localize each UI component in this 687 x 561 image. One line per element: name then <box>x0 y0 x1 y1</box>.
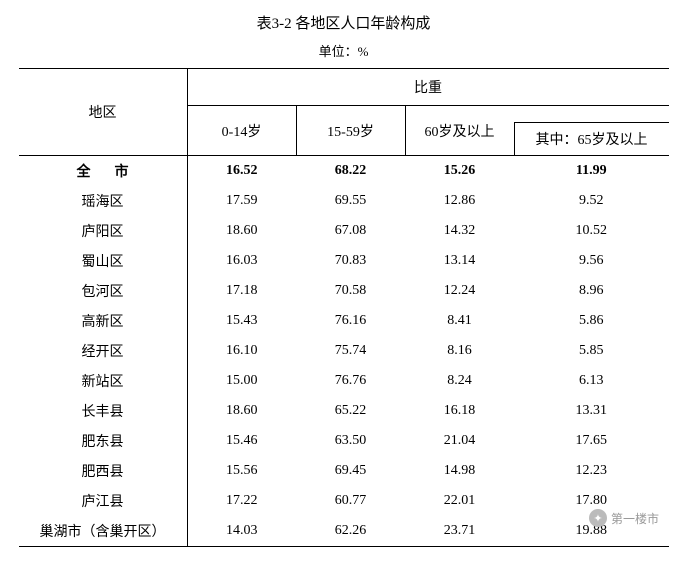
value-cell: 76.76 <box>296 366 405 396</box>
value-cell: 14.03 <box>187 516 296 547</box>
value-cell: 17.59 <box>187 186 296 216</box>
value-cell: 16.10 <box>187 336 296 366</box>
region-cell: 全市 <box>19 156 188 187</box>
watermark: ✦ 第一楼市 <box>589 509 659 527</box>
value-cell: 9.52 <box>514 186 669 216</box>
value-cell: 65.22 <box>296 396 405 426</box>
table-unit: 单位：% <box>0 41 687 60</box>
value-cell: 18.60 <box>187 216 296 246</box>
value-cell: 62.26 <box>296 516 405 547</box>
value-cell: 13.31 <box>514 396 669 426</box>
value-cell: 15.00 <box>187 366 296 396</box>
col-header-proportion: 比重 <box>187 69 669 106</box>
value-cell: 69.55 <box>296 186 405 216</box>
value-cell: 21.04 <box>405 426 514 456</box>
value-cell: 68.22 <box>296 156 405 187</box>
value-cell: 17.18 <box>187 276 296 306</box>
value-cell: 12.24 <box>405 276 514 306</box>
region-cell: 高新区 <box>19 306 188 336</box>
table-title: 表3-2 各地区人口年龄构成 <box>0 12 687 33</box>
col-header-0-14: 0-14岁 <box>187 106 296 156</box>
value-cell: 8.16 <box>405 336 514 366</box>
col-header-65plus: 其中：65岁及以上 <box>514 123 669 156</box>
value-cell: 67.08 <box>296 216 405 246</box>
value-cell: 70.58 <box>296 276 405 306</box>
value-cell: 8.41 <box>405 306 514 336</box>
value-cell: 6.13 <box>514 366 669 396</box>
value-cell: 63.50 <box>296 426 405 456</box>
value-cell: 15.43 <box>187 306 296 336</box>
value-cell: 8.24 <box>405 366 514 396</box>
value-cell: 15.46 <box>187 426 296 456</box>
value-cell: 10.52 <box>514 216 669 246</box>
value-cell: 16.18 <box>405 396 514 426</box>
col-header-region: 地区 <box>19 69 188 156</box>
value-cell: 5.85 <box>514 336 669 366</box>
value-cell: 13.14 <box>405 246 514 276</box>
region-cell: 肥西县 <box>19 456 188 486</box>
watermark-text: 第一楼市 <box>611 510 659 527</box>
value-cell: 16.03 <box>187 246 296 276</box>
value-cell: 69.45 <box>296 456 405 486</box>
value-cell: 17.22 <box>187 486 296 516</box>
value-cell: 14.32 <box>405 216 514 246</box>
wechat-icon: ✦ <box>589 509 607 527</box>
region-cell: 庐阳区 <box>19 216 188 246</box>
value-cell: 76.16 <box>296 306 405 336</box>
value-cell: 5.86 <box>514 306 669 336</box>
value-cell: 17.65 <box>514 426 669 456</box>
region-cell: 瑶海区 <box>19 186 188 216</box>
region-cell: 包河区 <box>19 276 188 306</box>
region-cell: 蜀山区 <box>19 246 188 276</box>
region-cell: 长丰县 <box>19 396 188 426</box>
col-header-60plus: 60岁及以上 <box>405 106 514 156</box>
value-cell: 11.99 <box>514 156 669 187</box>
age-composition-table: 地区 比重 0-14岁 15-59岁 60岁及以上 其中：65岁及以上 全市16… <box>19 68 669 547</box>
value-cell: 16.52 <box>187 156 296 187</box>
region-cell: 巢湖市（含巢开区） <box>19 516 188 547</box>
region-cell: 经开区 <box>19 336 188 366</box>
value-cell: 18.60 <box>187 396 296 426</box>
region-cell: 新站区 <box>19 366 188 396</box>
col-header-15-59: 15-59岁 <box>296 106 405 156</box>
value-cell: 60.77 <box>296 486 405 516</box>
value-cell: 70.83 <box>296 246 405 276</box>
value-cell: 75.74 <box>296 336 405 366</box>
value-cell: 12.86 <box>405 186 514 216</box>
value-cell: 14.98 <box>405 456 514 486</box>
value-cell: 15.56 <box>187 456 296 486</box>
region-cell: 庐江县 <box>19 486 188 516</box>
value-cell: 12.23 <box>514 456 669 486</box>
region-cell: 肥东县 <box>19 426 188 456</box>
value-cell: 8.96 <box>514 276 669 306</box>
value-cell: 9.56 <box>514 246 669 276</box>
value-cell: 15.26 <box>405 156 514 187</box>
value-cell: 23.71 <box>405 516 514 547</box>
value-cell: 22.01 <box>405 486 514 516</box>
